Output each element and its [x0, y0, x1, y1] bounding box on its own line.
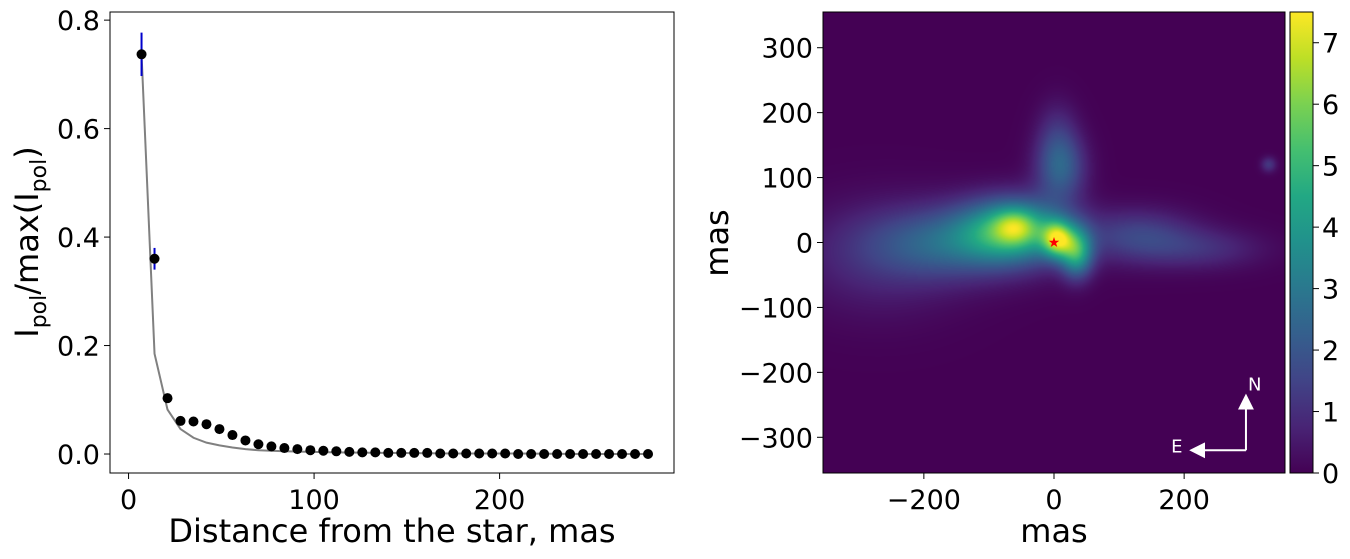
left-x-ticks: 0 100 200 — [120, 473, 525, 516]
data-point — [344, 446, 355, 457]
right-x-axis-label: mas — [1020, 512, 1087, 550]
x-tick-label: 200 — [474, 485, 526, 516]
colorbar-tick-label: 2 — [1322, 336, 1339, 367]
data-point — [331, 446, 342, 457]
star-marker — [1048, 237, 1060, 247]
data-point — [253, 439, 264, 450]
data-point — [630, 449, 641, 460]
data-point — [448, 448, 459, 459]
left-axes-frame — [109, 11, 675, 474]
data-point — [422, 447, 433, 458]
colorbar-tick-label: 5 — [1322, 152, 1339, 183]
colorbar-tick-label: 7 — [1322, 29, 1339, 60]
data-point — [292, 444, 303, 455]
colorbar-tick-label: 1 — [1322, 398, 1339, 429]
x-tick-label: 0 — [1045, 485, 1062, 516]
x-tick-label: 200 — [1158, 485, 1210, 516]
y-tick-label: −300 — [739, 423, 813, 454]
data-point — [526, 449, 537, 460]
data-point — [578, 449, 589, 460]
right-x-ticks: −200 0 200 — [887, 473, 1210, 516]
data-point — [162, 393, 173, 404]
y-tick-label: 0.6 — [57, 115, 100, 146]
y-tick-label: 0 — [796, 229, 813, 260]
colorbar-tick-label: 3 — [1322, 275, 1339, 306]
data-point — [214, 424, 225, 435]
data-point — [643, 449, 654, 460]
data-point — [513, 449, 524, 460]
data-point — [565, 449, 576, 460]
colorbar-tick-label: 6 — [1322, 90, 1339, 121]
right-y-axis-label: mas — [698, 209, 736, 276]
profile-plot: 0 100 200 0.0 0.2 0.4 0.6 0.8 Distance from th… — [8, 6, 675, 550]
data-point — [305, 445, 316, 456]
y-tick-label: −200 — [739, 358, 813, 389]
data-point — [500, 448, 511, 459]
y-tick-label: 0.0 — [57, 440, 100, 471]
data-point — [188, 416, 199, 427]
data-point — [487, 448, 498, 459]
heatmap-overlay: NE — [1048, 237, 1261, 459]
left-x-axis-label: Distance from the star, mas — [168, 512, 615, 550]
data-point — [266, 441, 277, 452]
x-tick-label: −200 — [887, 485, 961, 516]
colorbar-tick-label: 0 — [1322, 459, 1339, 490]
data-point — [357, 447, 368, 458]
x-tick-label: 100 — [288, 485, 340, 516]
data-point — [552, 449, 563, 460]
data-point — [461, 448, 472, 459]
colorbar-ticks: 0 1 2 3 4 5 6 7 — [1313, 29, 1339, 490]
data-point — [370, 447, 381, 458]
left-y-axis-label: Ipol/max(Ipol) — [8, 146, 52, 337]
data-point — [591, 449, 602, 460]
colorbar — [1289, 11, 1314, 474]
data-point — [539, 449, 550, 460]
data-point — [240, 435, 251, 446]
y-tick-label: 0.2 — [57, 332, 100, 363]
y-tick-label: −100 — [739, 293, 813, 324]
data-point — [383, 447, 394, 458]
y-tick-label: 300 — [761, 34, 813, 65]
data-point — [617, 449, 628, 460]
data-point — [435, 448, 446, 459]
east-label: E — [1171, 436, 1182, 457]
y-tick-label: 200 — [761, 99, 813, 130]
data-point — [149, 253, 160, 264]
north-label: N — [1248, 375, 1261, 396]
model-line — [140, 54, 649, 456]
y-tick-label: 0.8 — [57, 6, 100, 37]
data-point — [279, 443, 290, 454]
data-point — [136, 49, 147, 60]
data-point — [227, 430, 238, 441]
x-tick-label: 0 — [120, 485, 137, 516]
data-point — [409, 447, 420, 458]
y-tick-label: 100 — [761, 164, 813, 195]
data-point — [474, 448, 485, 459]
model-curve — [140, 54, 649, 456]
data-point — [318, 445, 329, 456]
data-point — [175, 415, 186, 426]
y-tick-label: 0.4 — [57, 223, 100, 254]
left-y-ticks: 0.0 0.2 0.4 0.6 0.8 — [57, 6, 110, 471]
data-point — [396, 447, 407, 458]
data-point — [604, 449, 615, 460]
data-point — [201, 419, 212, 430]
data-points — [136, 32, 654, 460]
right-y-ticks: −300 −200 −100 0 100 200 300 — [739, 34, 823, 454]
colorbar-tick-label: 4 — [1322, 213, 1339, 244]
